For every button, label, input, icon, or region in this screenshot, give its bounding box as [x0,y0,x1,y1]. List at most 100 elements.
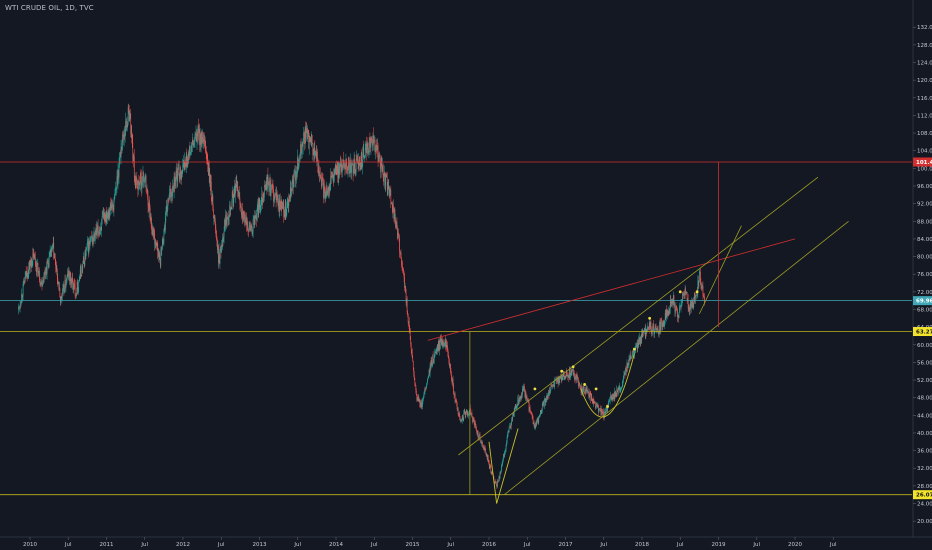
candle-body [287,201,289,206]
candle-body [589,392,591,395]
candle-body [509,426,511,427]
candle-body [387,185,389,189]
time-tick-label: 2018 [635,542,649,548]
candle-body [651,331,653,334]
candle-body [445,340,447,347]
candle-body [210,182,212,189]
candle-body [88,241,90,253]
candle-body [145,175,146,177]
candle-body [35,257,36,264]
candle-body [467,414,469,416]
candle-body [149,208,151,221]
candle-body [577,375,578,379]
candle-body [462,419,464,420]
candle-body [44,271,45,273]
candle-body [470,413,472,414]
candle-body [84,253,86,266]
candle-body [598,409,600,412]
candle-body [411,352,413,358]
candle-body [654,326,656,331]
candle-body [388,189,390,194]
candle-body [473,417,474,422]
candle-body [46,260,48,274]
candle-body [185,161,187,169]
candle-body [115,188,116,195]
candle-body [245,217,247,220]
candle-body [533,422,535,427]
candle-body [188,153,189,164]
candle-body [239,192,240,198]
candle-body [139,184,141,186]
candle-body [73,283,75,284]
candle-body [39,280,41,283]
candle-body [369,137,371,139]
candle-body [41,281,43,287]
candle-body [440,338,442,340]
candle-body [95,230,96,235]
candle-body [676,306,677,308]
candle-body [288,195,290,207]
time-tick-label: 2020 [788,542,802,548]
candle-body [95,230,97,236]
candle-body [129,118,131,121]
time-axis[interactable]: 2010 Jul 2011 Jul 2012 Jul 2013 Jul 2014 Jul 2015 J… [0,536,932,550]
candle-body [580,387,581,390]
candle-body [144,181,145,182]
candle-body [579,382,580,385]
candle-body [66,276,68,279]
price-axis[interactable]: 20.00 24.00 28.00 32.00 36.00 40.00 44.00 48.00… [912,0,932,550]
candle-body [557,377,558,381]
candle-body [137,182,139,191]
candle-body [394,209,395,219]
candle-body [181,172,183,178]
candle-body [632,353,633,355]
candle-body [274,194,275,201]
candle-body [283,213,285,217]
candle-body [260,206,262,208]
candle-body [317,151,318,160]
candle-body [665,310,667,319]
candle-body [202,138,204,143]
candle-body [368,147,369,153]
candle-body [349,169,351,174]
candle-body [660,320,662,322]
candle-body [530,411,531,412]
candle-body [457,408,459,415]
candle-body [401,265,403,267]
candle-body [144,175,146,182]
candle-body [674,304,675,306]
candle-body [634,351,635,355]
candle-body [368,152,370,153]
candle-body [647,329,648,331]
candle-body [168,198,170,200]
candle-body [51,246,53,247]
candle-body [20,303,22,305]
candle-body [355,169,356,173]
candle-body [26,270,28,278]
candle-body [610,395,612,400]
candle-body [350,160,352,173]
candle-body [94,234,96,239]
candle-body [446,340,447,349]
candle-body [458,414,460,415]
candle-body [583,386,585,392]
candle-body [64,292,65,293]
candle-body [338,166,340,178]
candle-body [216,236,218,241]
candle-body [682,292,683,302]
candle-body [429,364,431,374]
candle-body [581,386,582,393]
candle-body [536,418,538,424]
candle-body [470,407,471,414]
candle-body [520,396,521,398]
candle-body [260,198,262,207]
candle-body [76,281,78,294]
candle-body [539,416,541,417]
candle-body [180,171,182,175]
candle-body [205,152,207,154]
candle-body [101,219,103,231]
candle-body [50,249,52,257]
candle-body [449,363,450,367]
candle-body [638,338,640,345]
